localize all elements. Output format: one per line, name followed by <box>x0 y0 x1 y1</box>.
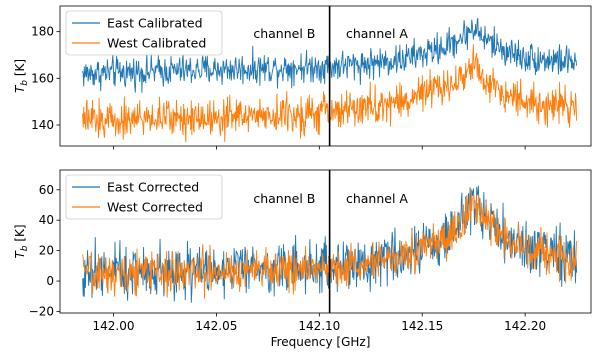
channel-annotation: channel A <box>346 26 408 41</box>
y-tick-label: 180 <box>31 25 54 39</box>
y-tick-label: −20 <box>29 304 54 318</box>
x-axis-label: Frequency [GHz] <box>271 335 371 349</box>
y-tick-label: 0 <box>46 274 54 288</box>
y-axis-label: Tb [K] <box>13 59 30 93</box>
legend-label: East Calibrated <box>107 16 203 31</box>
bottom-panel-corrected: −20 0 20 40 60 142.00 142.05 142.10 142.15 142.20… <box>13 169 592 349</box>
y-tick-label: 140 <box>31 118 54 132</box>
x-tick-label: 142.15 <box>401 319 443 333</box>
y-axis-label: Tb [K] <box>13 224 30 258</box>
legend-label: West Calibrated <box>107 36 206 51</box>
y-tick-label: 60 <box>39 183 54 197</box>
axes-frame <box>59 5 592 147</box>
x-tick-label: 142.10 <box>298 319 340 333</box>
legend: East Corrected West Corrected <box>65 174 223 220</box>
y-tick-label: 20 <box>39 244 54 258</box>
x-tick-label: 142.20 <box>504 319 546 333</box>
legend-label: West Corrected <box>107 200 203 215</box>
channel-annotation: channel A <box>346 191 408 206</box>
y-tick-label: 160 <box>31 71 54 85</box>
top-panel-calibrated: 140 160 180 Tb [K] channel B channel A East Ca… <box>13 5 592 150</box>
y-tick-label: 40 <box>39 213 54 227</box>
legend-box <box>65 174 223 220</box>
x-tick-label: 142.05 <box>195 319 237 333</box>
channel-annotation: channel B <box>253 191 315 206</box>
legend-label: East Corrected <box>107 180 199 195</box>
axes-frame <box>59 169 592 314</box>
channel-annotation: channel B <box>253 26 315 41</box>
legend: East Calibrated West Calibrated <box>65 10 223 56</box>
x-tick-label: 142.00 <box>93 319 135 333</box>
legend-box <box>65 10 223 56</box>
